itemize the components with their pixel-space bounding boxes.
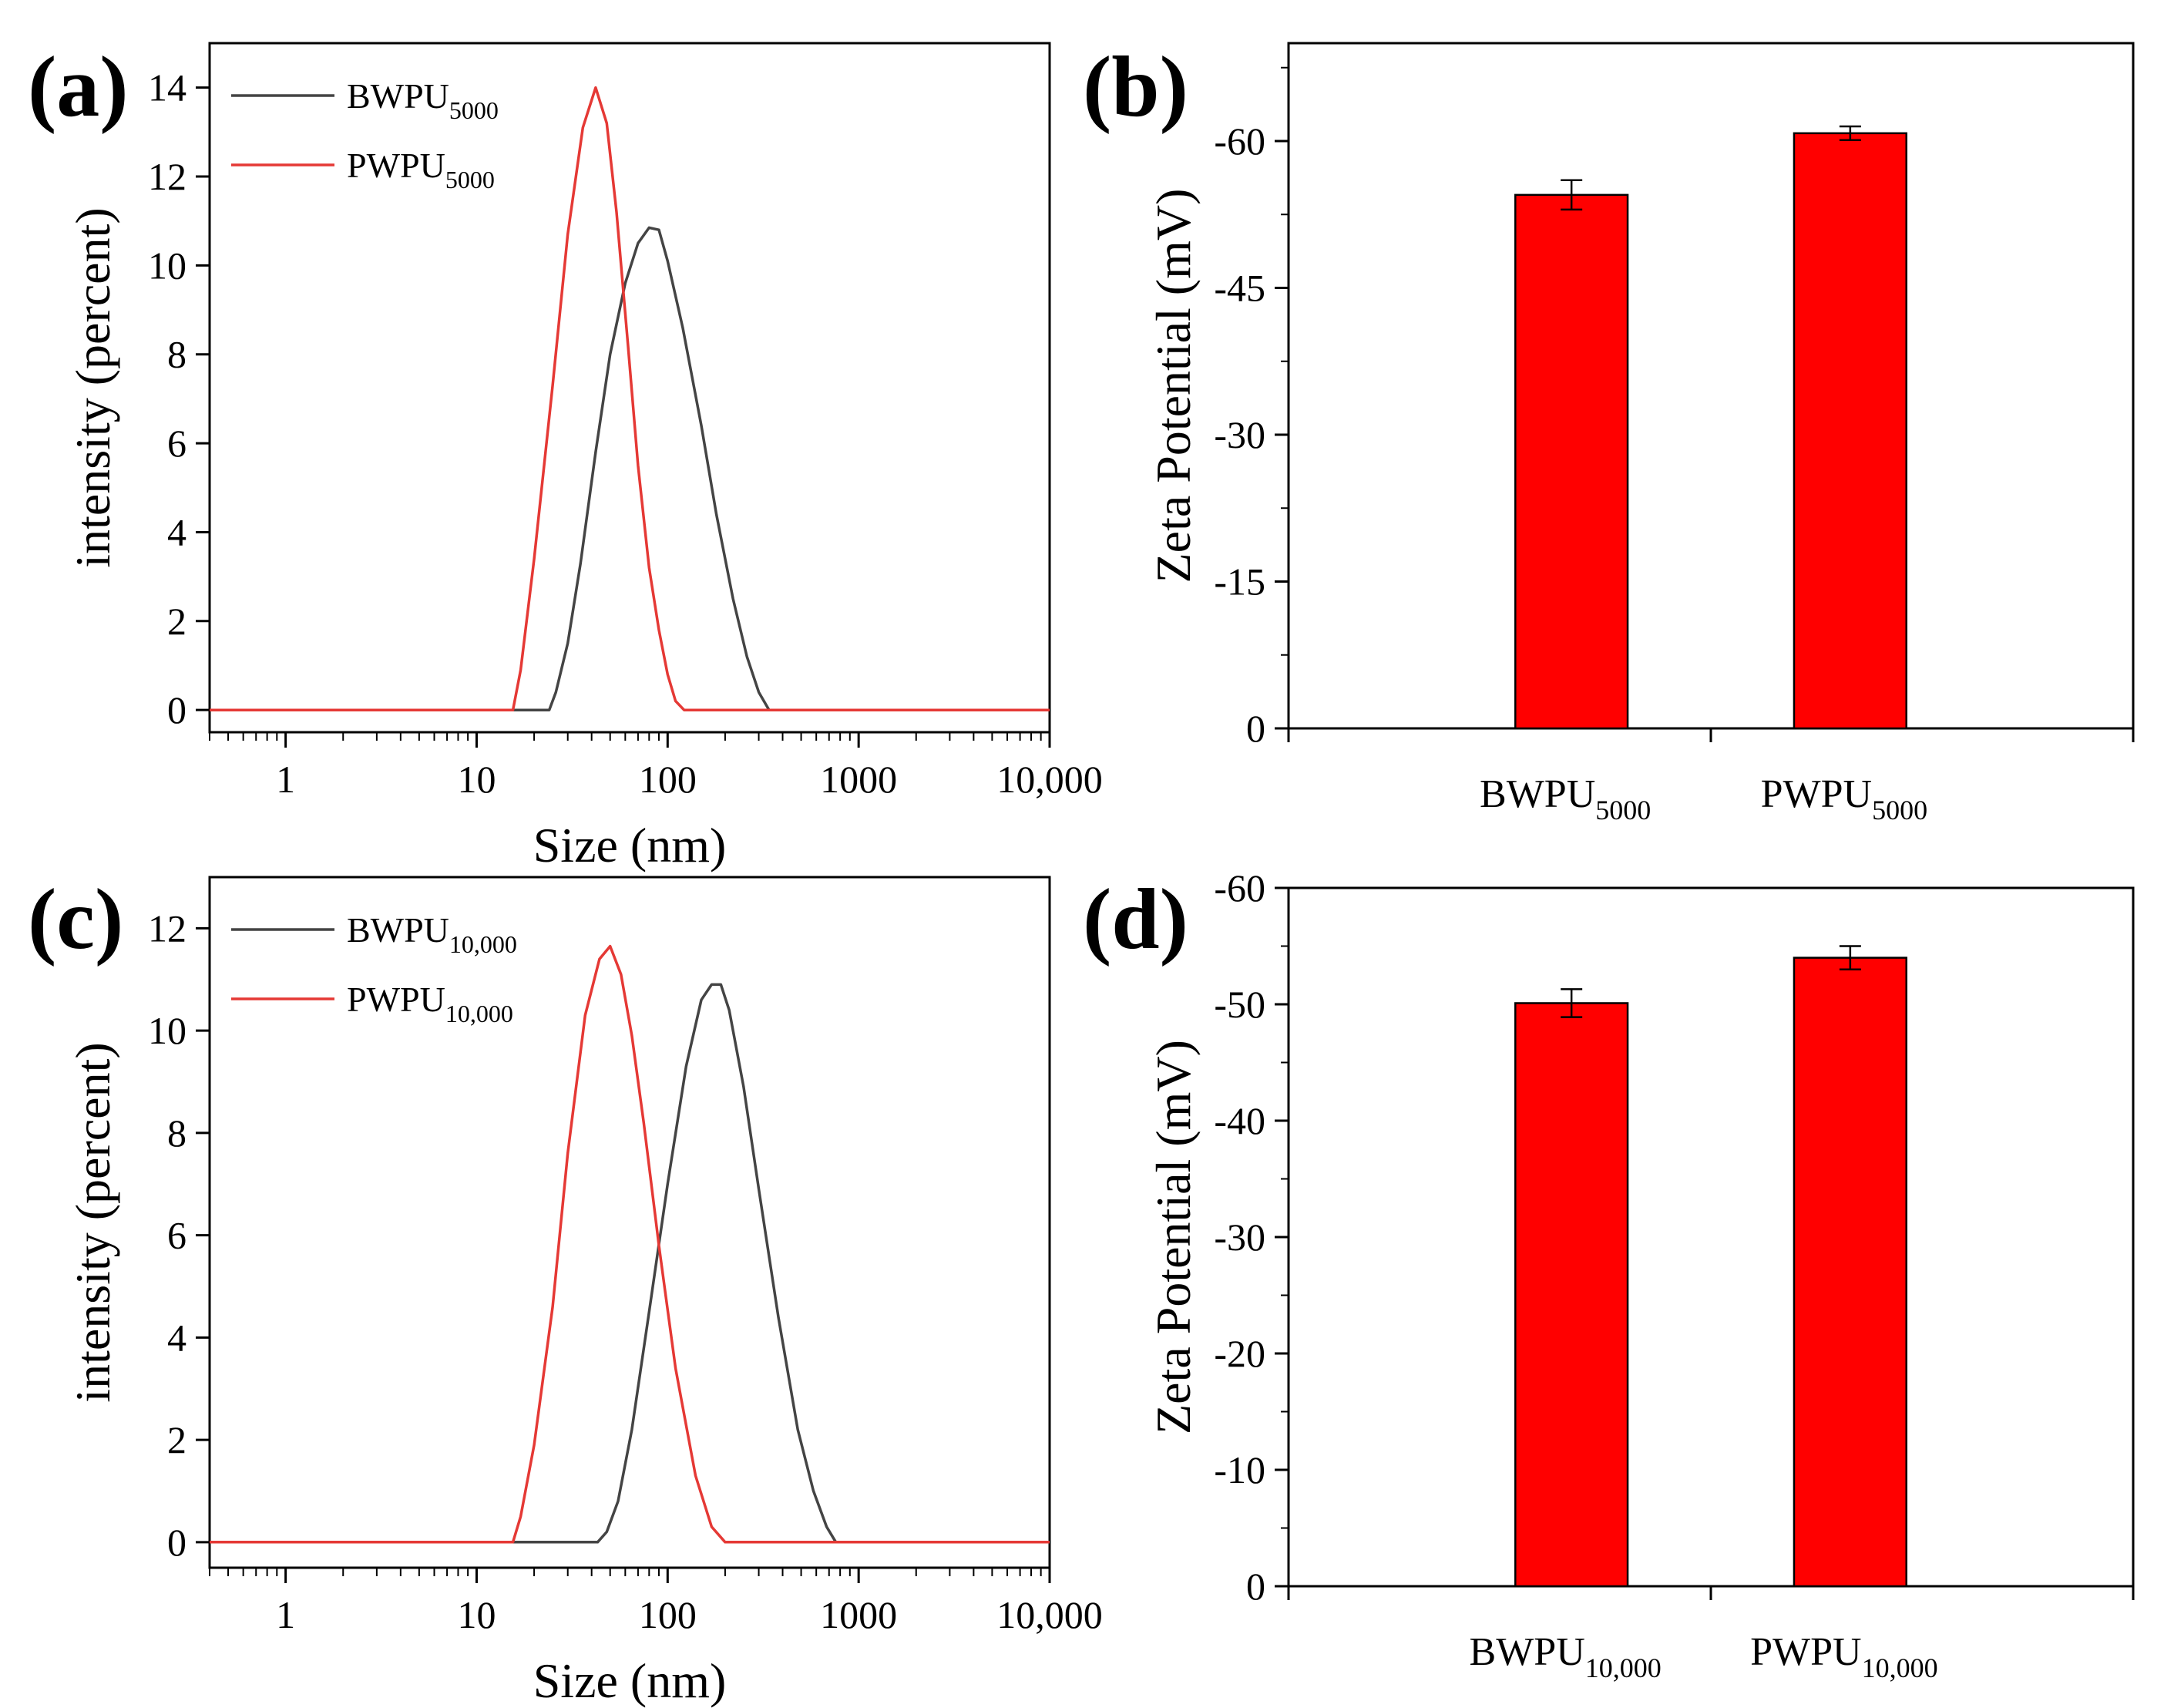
category-label-bwpu: BWPU5000: [1480, 772, 1651, 825]
y-axis-label: Zeta Potential (mV): [1146, 189, 1201, 583]
legend-entry-pwpu: PWPU5000: [347, 146, 495, 193]
category-label-bwpu-main: BWPU: [1480, 772, 1595, 816]
category-label-pwpu: PWPU5000: [1761, 772, 1927, 825]
y-tick-label: 8: [167, 333, 186, 376]
plot-frame: [1287, 886, 2135, 1588]
y-tick-label: 10: [148, 1009, 186, 1052]
legend-entry-pwpu-sub: 5000: [445, 166, 495, 193]
category-label-pwpu-sub: 10,000: [1862, 1653, 1938, 1683]
x-tick-label: 10: [457, 758, 496, 801]
panel-label: (b): [1083, 39, 1188, 135]
x-tick-label: 1000: [820, 1593, 897, 1636]
panel-c: (c) 0 2 4 6 8 10 12 1 10 100 1000 10,000 Size (nm) int…: [28, 872, 1103, 1708]
y-tick-label: 0: [1246, 707, 1265, 750]
category-label-pwpu: PWPU10,000: [1750, 1630, 1937, 1683]
category-label-pwpu-main: PWPU: [1761, 772, 1872, 816]
y-tick-label: 14: [148, 66, 186, 109]
category-label-pwpu-main: PWPU: [1750, 1630, 1861, 1674]
y-tick-label: 12: [148, 155, 186, 198]
x-axis-label: Size (nm): [533, 818, 727, 872]
y-tick-label: -30: [1214, 1215, 1265, 1259]
bar-bwpu: [1514, 1002, 1629, 1588]
panel-label: (a): [28, 39, 129, 135]
category-label-bwpu-sub: 10,000: [1585, 1653, 1662, 1683]
y-tick-label: -60: [1214, 119, 1265, 163]
legend-entry-bwpu: BWPU5000: [347, 76, 499, 124]
y-tick-label: 0: [167, 688, 186, 731]
category-label-bwpu-main: BWPU: [1470, 1630, 1585, 1674]
x-tick-label: 1: [276, 758, 295, 801]
panel-label: (c): [28, 872, 123, 967]
y-tick-label: 6: [167, 422, 186, 465]
y-tick-label: -50: [1214, 983, 1265, 1026]
x-tick-label: 10,000: [996, 758, 1103, 801]
y-tick-label: 2: [167, 1418, 186, 1461]
category-label-bwpu-sub: 5000: [1595, 795, 1651, 825]
series-line-bwpu: [210, 226, 1050, 711]
y-axis-label: intensity (percent): [66, 207, 120, 567]
series-line-pwpu: [210, 86, 1050, 711]
plot-frame: [208, 42, 1051, 734]
plot-frame: [1287, 42, 2135, 730]
y-tick-label: -40: [1214, 1099, 1265, 1142]
y-tick-label: 0: [167, 1521, 186, 1564]
y-tick-label: -20: [1214, 1332, 1265, 1375]
category-label-pwpu-sub: 5000: [1872, 795, 1927, 825]
category-label-bwpu: BWPU10,000: [1470, 1630, 1662, 1683]
y-tick-label: 4: [167, 1316, 186, 1359]
y-tick-label: -60: [1214, 866, 1265, 909]
legend-entry-pwpu-sub: 10,000: [445, 1000, 513, 1027]
panel-a: (a) 0 2 4 6 8 10 12 14 1 10 100 1000 10,000 Size (nm) i…: [28, 39, 1103, 872]
y-tick-label: 12: [148, 906, 186, 950]
x-tick-label: 10,000: [996, 1593, 1103, 1636]
bar-pwpu: [1793, 957, 1907, 1588]
x-axis-label: Size (nm): [533, 1653, 727, 1708]
x-tick-label: 100: [639, 758, 697, 801]
panel-label: (d): [1083, 872, 1188, 967]
legend-entry-bwpu-main: BWPU: [347, 76, 449, 116]
plot-frame: [208, 876, 1051, 1569]
x-tick-label: 1000: [820, 758, 897, 801]
y-tick-label: 0: [1246, 1565, 1265, 1608]
x-tick-label: 10: [457, 1593, 496, 1636]
legend-entry-bwpu-main: BWPU: [347, 910, 449, 950]
legend-entry-pwpu: PWPU10,000: [347, 980, 513, 1027]
y-tick-label: -30: [1214, 413, 1265, 456]
legend-entry-pwpu-main: PWPU: [347, 980, 445, 1019]
y-tick-label: 6: [167, 1214, 186, 1257]
y-tick-label: 4: [167, 510, 186, 553]
y-tick-label: 2: [167, 600, 186, 643]
legend-entry-bwpu: BWPU10,000: [347, 910, 517, 958]
series-line-pwpu: [210, 944, 1050, 1544]
y-tick-label: 10: [148, 244, 186, 287]
y-tick-label: -45: [1214, 267, 1265, 310]
y-tick-label: -10: [1214, 1448, 1265, 1491]
x-tick-label: 100: [639, 1593, 697, 1636]
legend-entry-bwpu-sub: 5000: [449, 96, 499, 124]
y-axis-label: intensity (percent): [66, 1042, 120, 1402]
x-tick-label: 1: [276, 1593, 295, 1636]
series-line-bwpu: [210, 983, 1050, 1544]
bar-pwpu: [1793, 132, 1907, 730]
y-axis-label: Zeta Potential (mV): [1146, 1040, 1201, 1434]
y-tick-label: 8: [167, 1111, 186, 1155]
legend-entry-pwpu-main: PWPU: [347, 146, 445, 185]
y-tick-label: -15: [1214, 560, 1265, 604]
bar-bwpu: [1514, 193, 1629, 730]
legend-entry-bwpu-sub: 10,000: [449, 930, 517, 958]
